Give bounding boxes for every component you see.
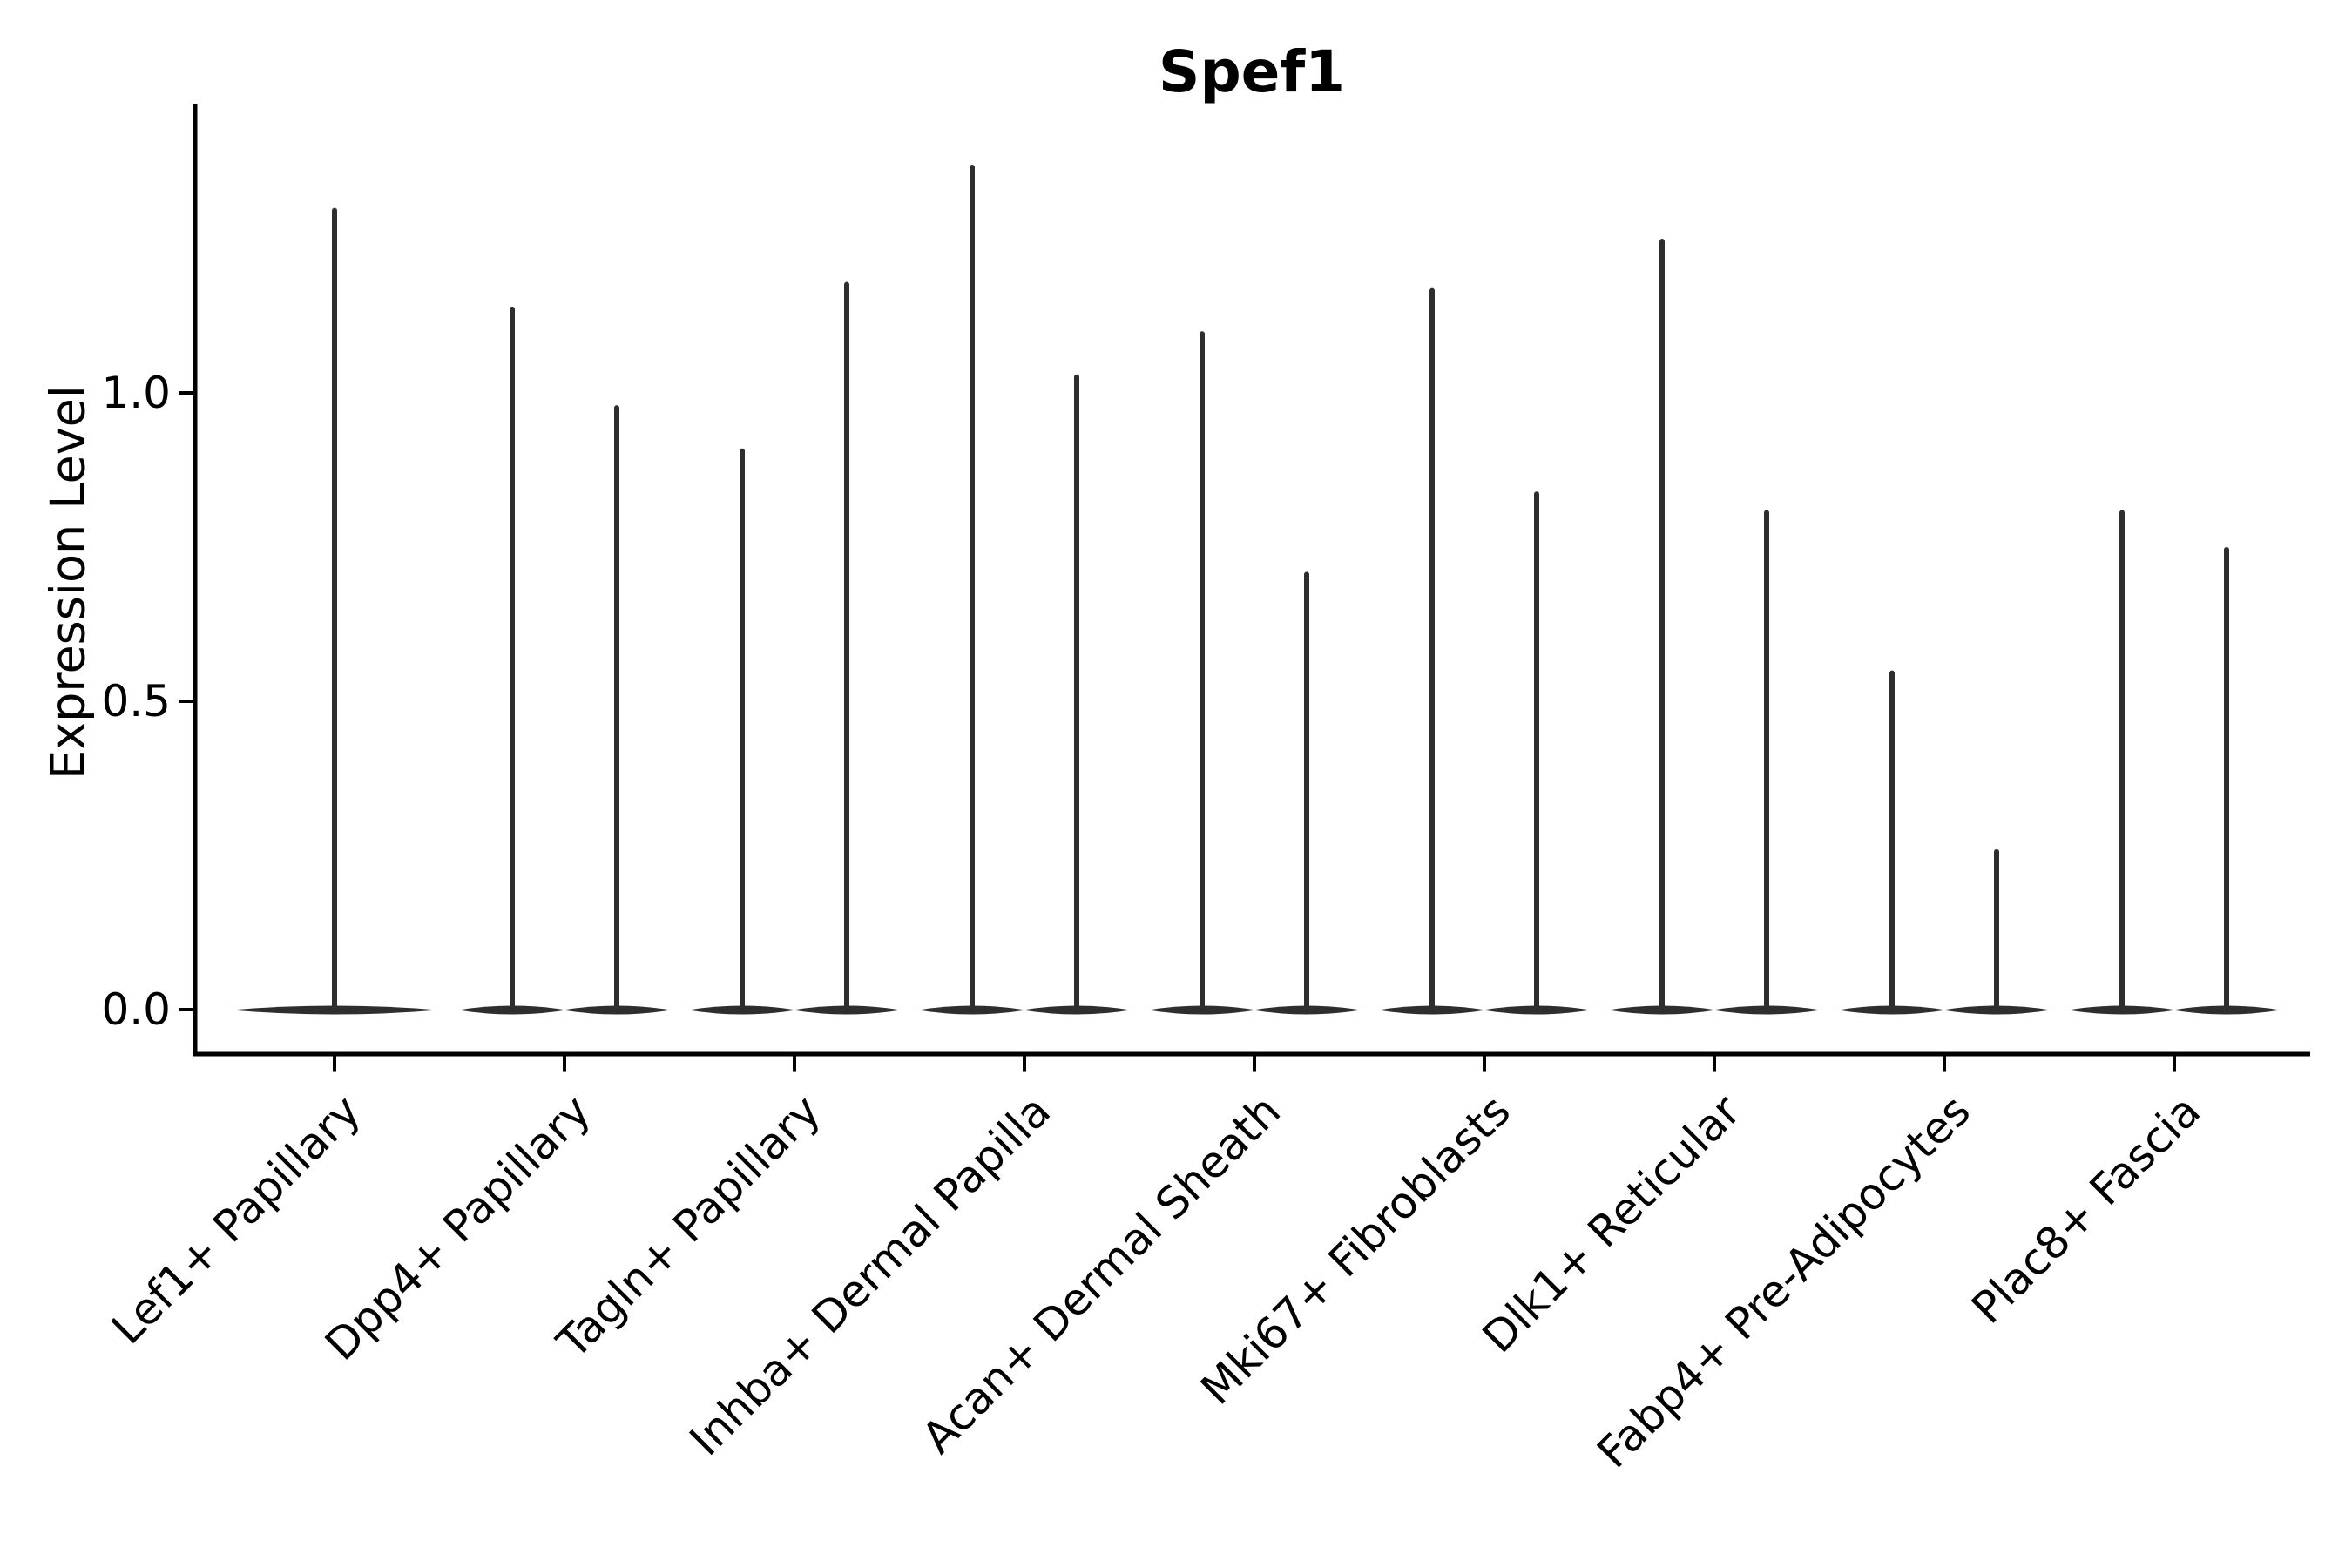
x-tick-mark [1943,1056,1946,1072]
y-tick-label: 1.0 [101,368,171,418]
violin-spike [1304,571,1309,1012]
violin-spike [2119,510,2125,1012]
x-tick-mark [793,1056,796,1072]
violin-spike [1659,239,1665,1012]
y-axis-spine [193,104,198,1057]
violin-spike [510,306,515,1012]
x-tick-mark [2173,1056,2176,1072]
x-tick-mark [1253,1056,1256,1072]
violin-spike [1429,287,1435,1012]
x-tick-mark [333,1056,336,1072]
y-tick-mark [179,391,193,395]
violin-spike [1074,374,1079,1012]
y-tick-label: 0.0 [101,984,171,1035]
violin-spike [1889,670,1895,1012]
x-tick-mark [1483,1056,1486,1072]
violin-spike [614,405,619,1012]
y-tick-mark [179,1008,193,1011]
y-tick-label: 0.5 [101,676,171,727]
x-tick-mark [563,1056,566,1072]
violin-spike [970,165,975,1013]
x-tick-mark [1023,1056,1026,1072]
violin-spike [1200,331,1205,1012]
x-tick-mark [1713,1056,1716,1072]
x-axis-spine [193,1051,2310,1057]
violin-spike [1534,491,1539,1012]
violin-spike [844,281,849,1012]
y-tick-mark [179,700,193,703]
y-axis-label: Expression Level [40,385,96,780]
chart-title: Spef1 [1158,38,1346,105]
violin-spike [1994,848,1999,1012]
violin-spike [1764,510,1769,1012]
violin-spike [740,448,745,1012]
violin-spike [332,207,337,1013]
violin-spike [2224,547,2229,1012]
